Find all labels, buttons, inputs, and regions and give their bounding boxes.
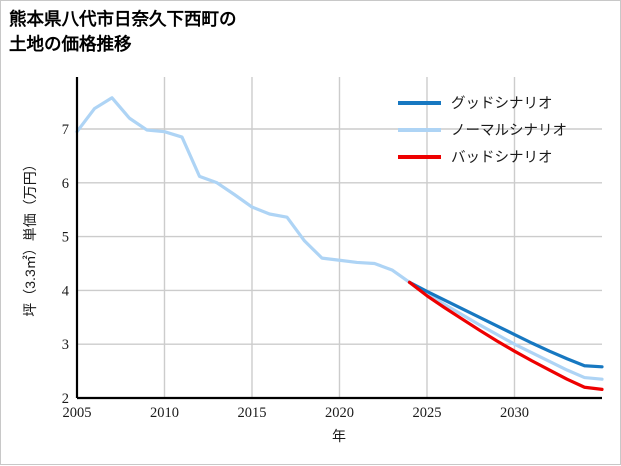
y-axis-tick-labels: 2 3 4 5 6 7 [62, 122, 70, 407]
y-tick-label: 5 [62, 230, 69, 246]
data-series-layer [75, 96, 604, 391]
x-axis-tick-labels: 2005 2010 2015 2020 2025 2030 [63, 405, 530, 421]
x-axis-title: 年 [332, 428, 346, 444]
series-line [75, 96, 604, 381]
series-line [407, 280, 604, 369]
y-tick-label: 3 [62, 337, 69, 353]
legend-label: ノーマルシナリオ [451, 123, 567, 139]
page-title: 熊本県八代市日奈久下西町の 土地の価格推移 [9, 9, 237, 55]
y-tick-label: 4 [62, 283, 70, 299]
x-tick-label: 2030 [500, 405, 529, 421]
x-tick-label: 2010 [150, 405, 179, 421]
y-tick-label: 2 [62, 391, 69, 407]
x-tick-label: 2005 [63, 405, 92, 421]
y-tick-label: 6 [62, 176, 69, 192]
series-line [407, 280, 604, 391]
legend-label: バッドシナリオ [451, 150, 553, 166]
y-axis-title: 坪（3.3㎡）単価（万円） [22, 157, 38, 316]
x-tick-label: 2025 [413, 405, 442, 421]
legend-label: グッドシナリオ [451, 95, 553, 112]
x-tick-label: 2015 [238, 405, 267, 421]
x-tick-label: 2020 [325, 405, 354, 421]
y-tick-label: 7 [62, 122, 69, 138]
